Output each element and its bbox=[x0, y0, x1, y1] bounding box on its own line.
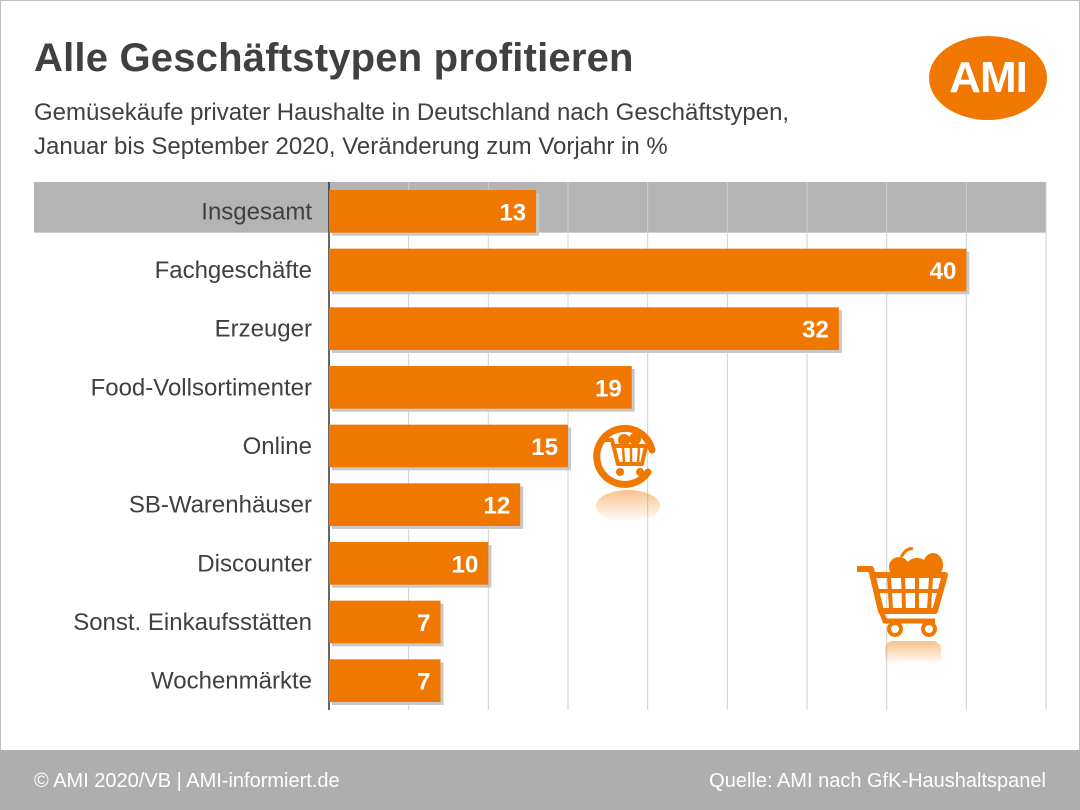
category-label: Insgesamt bbox=[201, 198, 312, 225]
bar-value-label: 13 bbox=[499, 199, 526, 226]
bar bbox=[329, 542, 489, 585]
bar bbox=[329, 307, 839, 350]
bar bbox=[329, 424, 568, 468]
footer-copyright: © AMI 2020/VB | AMI-informiert.de bbox=[34, 770, 340, 792]
chart-title: Alle Geschäftstypen profitieren bbox=[34, 36, 634, 80]
bar bbox=[329, 190, 537, 233]
category-label: Erzeuger bbox=[215, 316, 312, 343]
category-label: SB-Warenhäuser bbox=[129, 492, 312, 519]
category-label: Wochenmärkte bbox=[151, 668, 312, 695]
category-label: Discounter bbox=[197, 550, 312, 577]
category-label: Sonst. Einkaufsstätten bbox=[73, 609, 312, 636]
bar-value-label: 10 bbox=[452, 551, 479, 578]
bar-value-label: 7 bbox=[417, 610, 430, 637]
bar-value-label: 7 bbox=[417, 669, 430, 696]
bar bbox=[329, 659, 441, 702]
footer-bar: © AMI 2020/VB | AMI-informiert.de Quelle… bbox=[0, 750, 1080, 810]
bar bbox=[329, 600, 441, 644]
category-label: Online bbox=[243, 433, 312, 460]
bar-value-label: 32 bbox=[802, 317, 829, 344]
footer-source: Quelle: AMI nach GfK-Haushaltspanel bbox=[709, 770, 1046, 792]
bar-value-label: 19 bbox=[595, 375, 622, 402]
category-label: Fachgeschäfte bbox=[155, 257, 312, 284]
subtitle-line-1: Gemüsekäufe privater Haushalte in Deutsc… bbox=[34, 99, 790, 126]
chart-subtitle: Gemüsekäufe privater Haushalte in Deutsc… bbox=[34, 96, 789, 164]
bar bbox=[329, 248, 967, 292]
ami-logo-text: AMI bbox=[949, 53, 1028, 102]
category-label: Food-Vollsortimenter bbox=[91, 374, 312, 401]
bar-value-label: 12 bbox=[483, 493, 510, 520]
highlight-row-background bbox=[34, 182, 1046, 233]
bar-value-label: 15 bbox=[531, 434, 558, 461]
subtitle-line-2: Januar bis September 2020, Veränderung z… bbox=[34, 133, 668, 160]
ami-logo: AMI bbox=[929, 36, 1047, 120]
bar bbox=[329, 483, 521, 526]
online-shopping-cart-icon bbox=[593, 424, 660, 522]
shopping-cart-icon bbox=[857, 547, 948, 665]
bar bbox=[329, 366, 632, 409]
bar-value-label: 40 bbox=[930, 258, 957, 285]
